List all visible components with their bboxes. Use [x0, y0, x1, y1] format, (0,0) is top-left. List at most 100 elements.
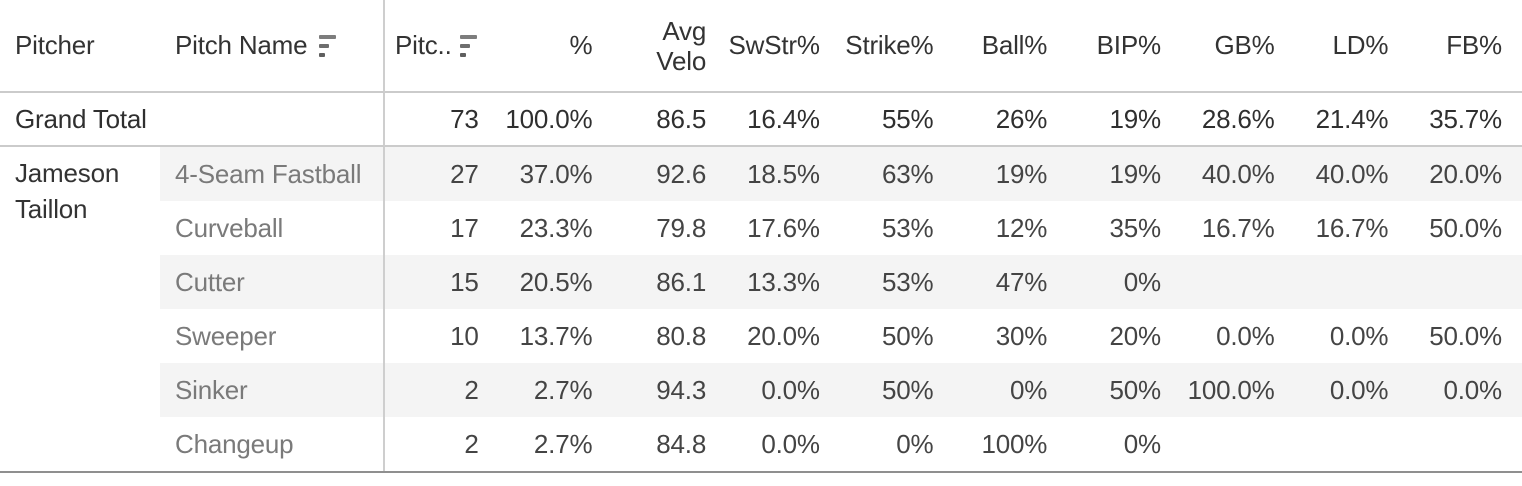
stat-cell[interactable]: 47% — [953, 255, 1068, 309]
column-header-pitch-name[interactable]: Pitch Name — [160, 0, 385, 93]
column-header-pct[interactable]: % — [498, 0, 613, 93]
stat-cell[interactable]: 12% — [953, 201, 1067, 255]
stat-cell[interactable]: 50% — [839, 363, 954, 417]
grand-total-avg-velo-cell[interactable]: 86.5 — [612, 93, 727, 147]
stat-cell[interactable] — [1294, 255, 1409, 309]
stat-cell[interactable]: 16.7% — [1295, 201, 1409, 255]
stat-cell[interactable]: 0% — [953, 363, 1068, 417]
stat-cell[interactable]: 17 — [385, 201, 499, 255]
stat-cell[interactable]: 2.7% — [499, 417, 613, 471]
stat-cell[interactable] — [1408, 417, 1522, 471]
stat-cell[interactable]: 20.0% — [1408, 147, 1522, 201]
column-header-ball[interactable]: Ball% — [953, 0, 1068, 93]
stat-cell[interactable]: 18.5% — [726, 147, 840, 201]
pitcher-name-cell[interactable]: Jameson Taillon — [0, 147, 160, 471]
stat-cell[interactable]: 50% — [1067, 363, 1181, 417]
stat-cell[interactable]: 30% — [953, 309, 1067, 363]
stat-cell[interactable]: 84.8 — [612, 417, 726, 471]
stat-cell[interactable]: 63% — [839, 147, 954, 201]
stat-cell[interactable]: 50.0% — [1408, 309, 1522, 363]
stat-value: 2 — [464, 428, 479, 459]
stat-cell[interactable]: 2 — [385, 363, 499, 417]
stat-cell[interactable]: 80.8 — [612, 309, 726, 363]
pitch-name-cell[interactable]: Sinker — [160, 363, 385, 417]
pitch-name-cell[interactable]: Changeup — [160, 417, 385, 471]
stat-cell[interactable]: 13.7% — [499, 309, 613, 363]
sort-descending-icon[interactable] — [319, 34, 337, 57]
stat-cell[interactable]: 20% — [1067, 309, 1181, 363]
stat-cell[interactable] — [1181, 417, 1295, 471]
stat-cell[interactable]: 0.0% — [1294, 363, 1409, 417]
grand-total-bip-cell[interactable]: 19% — [1067, 93, 1181, 147]
column-header-swstr[interactable]: SwStr% — [726, 0, 840, 93]
stat-cell[interactable]: 0.0% — [726, 363, 840, 417]
stat-cell[interactable]: 27 — [385, 147, 499, 201]
stat-cell[interactable]: 2 — [385, 417, 499, 471]
stat-cell[interactable]: 53% — [839, 255, 954, 309]
stat-cell[interactable]: 20.0% — [726, 309, 840, 363]
stat-value: 50% — [882, 374, 934, 405]
stat-cell[interactable] — [1408, 255, 1522, 309]
stat-cell[interactable]: 100.0% — [1180, 363, 1295, 417]
column-header-fb[interactable]: FB% — [1408, 0, 1522, 93]
grand-total-gb-cell[interactable]: 28.6% — [1180, 93, 1295, 147]
stat-cell[interactable]: 50.0% — [1408, 201, 1522, 255]
stat-cell[interactable]: 16.7% — [1181, 201, 1295, 255]
pitch-name-cell[interactable]: Sweeper — [160, 309, 385, 363]
pitch-name-cell[interactable]: Cutter — [160, 255, 385, 309]
stat-cell[interactable]: 19% — [953, 147, 1068, 201]
grand-total-ld-cell[interactable]: 21.4% — [1294, 93, 1409, 147]
stat-cell[interactable]: 92.6 — [612, 147, 727, 201]
stat-cell[interactable]: 10 — [385, 309, 499, 363]
stat-cell[interactable]: 15 — [385, 255, 499, 309]
stat-cell[interactable]: 13.3% — [726, 255, 840, 309]
column-header-pitch-name-label: Pitch Name — [175, 30, 308, 60]
grand-total-pitches-cell[interactable]: 73 — [385, 93, 499, 147]
column-header-ld[interactable]: LD% — [1294, 0, 1409, 93]
stat-cell[interactable]: 0.0% — [1181, 309, 1295, 363]
stat-cell[interactable]: 40.0% — [1294, 147, 1409, 201]
stat-cell[interactable]: 19% — [1067, 147, 1181, 201]
stat-cell[interactable]: 53% — [840, 201, 954, 255]
stat-cell[interactable]: 37.0% — [498, 147, 613, 201]
sort-descending-icon[interactable] — [459, 34, 477, 57]
column-header-gb-label: GB% — [1214, 30, 1275, 60]
stat-value: 80.8 — [656, 320, 707, 351]
stat-cell[interactable]: 100% — [953, 417, 1067, 471]
stat-cell[interactable]: 0.0% — [1408, 363, 1522, 417]
grand-total-strike-cell[interactable]: 55% — [839, 93, 954, 147]
stat-cell[interactable]: 0% — [1067, 417, 1181, 471]
grand-total-fb-cell[interactable]: 35.7% — [1408, 93, 1522, 147]
grand-total-ball-cell[interactable]: 26% — [953, 93, 1068, 147]
column-header-strike[interactable]: Strike% — [839, 0, 954, 93]
stat-cell[interactable]: 0.0% — [726, 417, 840, 471]
stat-cell[interactable]: 0% — [840, 417, 954, 471]
column-header-avg-velo[interactable]: Avg Velo — [612, 0, 727, 93]
stat-cell[interactable]: 0% — [1067, 255, 1181, 309]
stat-cell[interactable]: 40.0% — [1180, 147, 1295, 201]
column-header-pitcher[interactable]: Pitcher — [0, 0, 160, 93]
stat-cell[interactable]: 20.5% — [498, 255, 613, 309]
grand-total-label-cell[interactable]: Grand Total — [0, 93, 385, 147]
stat-cell[interactable]: 50% — [840, 309, 954, 363]
pitch-name-cell[interactable]: 4-Seam Fastball — [160, 147, 385, 201]
stat-cell[interactable]: 86.1 — [612, 255, 727, 309]
stat-cell[interactable]: 23.3% — [499, 201, 613, 255]
column-header-pitches[interactable]: Pitc.. — [385, 0, 499, 93]
stat-cell[interactable]: 2.7% — [498, 363, 613, 417]
stat-cell[interactable]: 94.3 — [612, 363, 727, 417]
stat-cell[interactable]: 79.8 — [612, 201, 726, 255]
stat-cell[interactable]: 35% — [1067, 201, 1181, 255]
column-header-bip[interactable]: BIP% — [1067, 0, 1181, 93]
grand-total-swstr-cell[interactable]: 16.4% — [726, 93, 840, 147]
stat-value: 73 — [450, 103, 479, 134]
grand-total-pct-cell[interactable]: 100.0% — [498, 93, 613, 147]
stat-cell[interactable] — [1295, 417, 1409, 471]
stat-cell[interactable]: 17.6% — [726, 201, 840, 255]
column-header-gb[interactable]: GB% — [1180, 0, 1295, 93]
stat-value: 0.0% — [1329, 374, 1389, 405]
pitch-name-cell[interactable]: Curveball — [160, 201, 385, 255]
stat-cell[interactable]: 0.0% — [1295, 309, 1409, 363]
stat-cell[interactable] — [1180, 255, 1295, 309]
stat-value: 35% — [1109, 212, 1161, 243]
